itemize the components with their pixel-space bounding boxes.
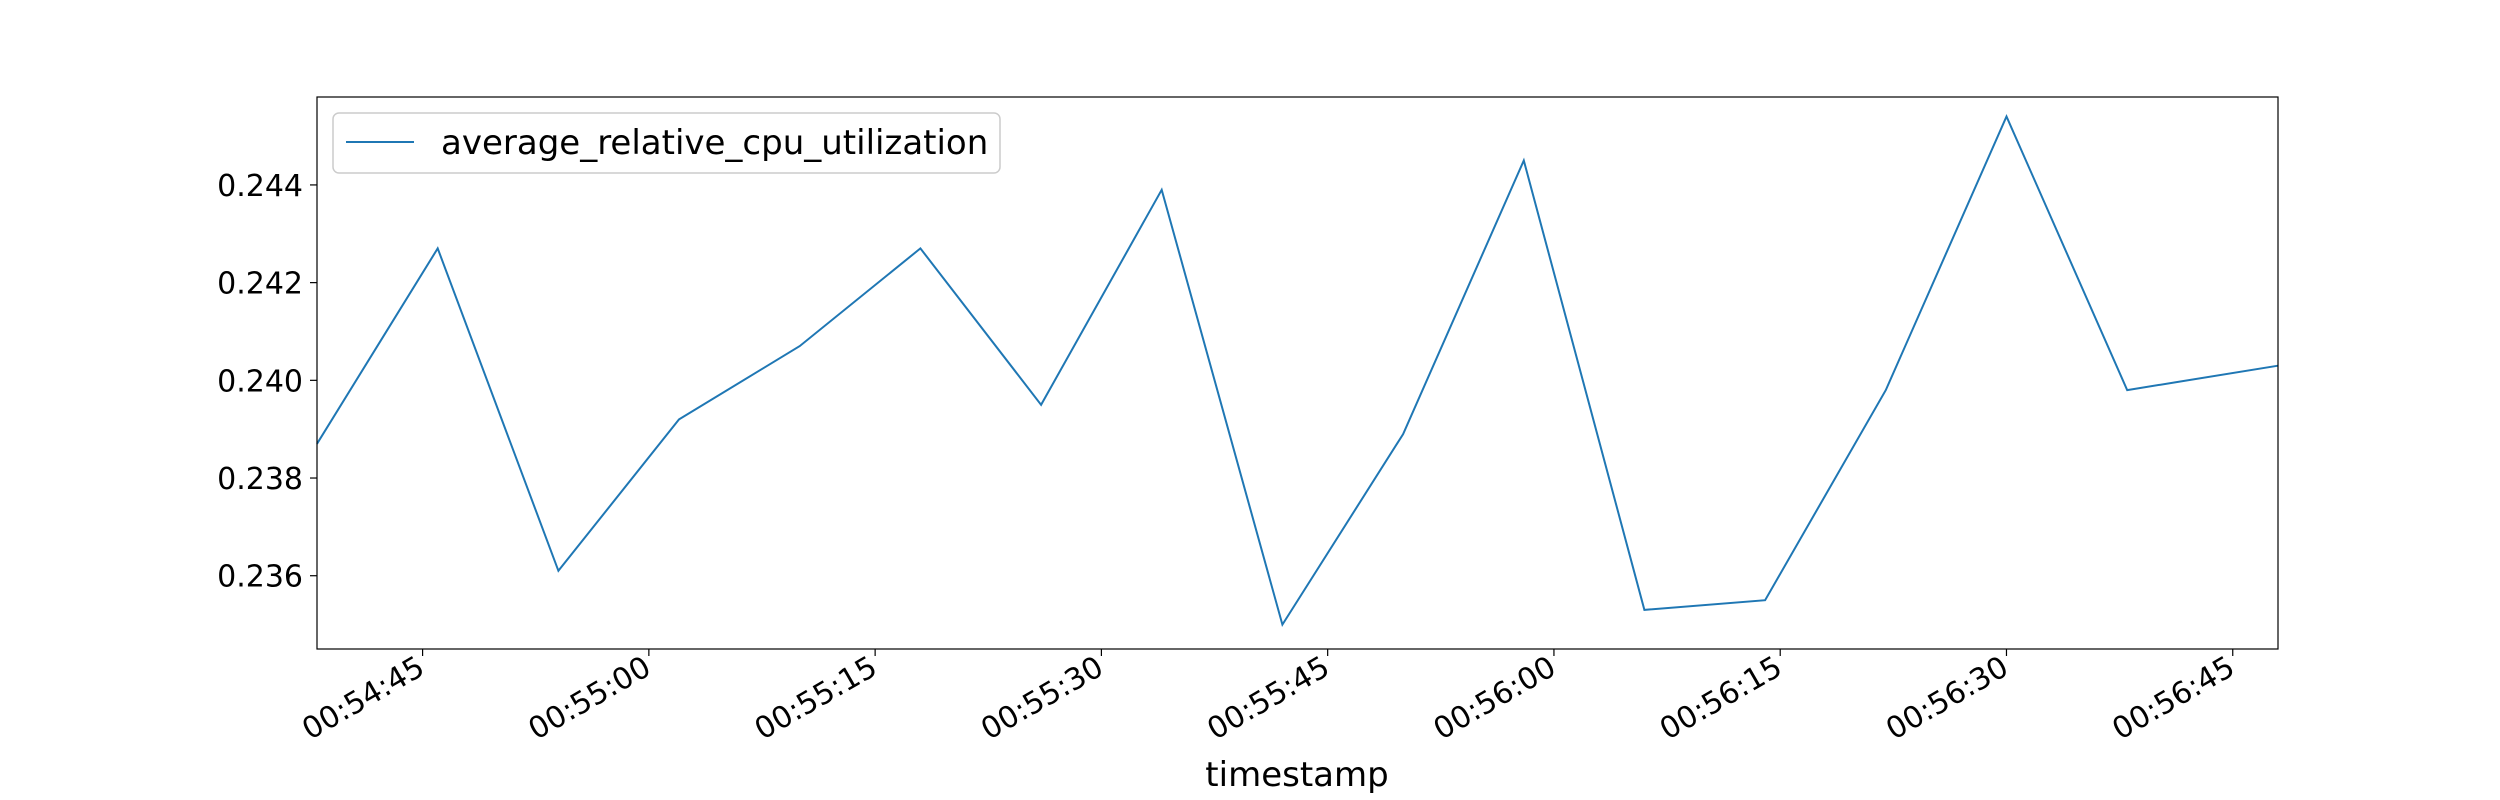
data-point: [437, 247, 439, 249]
plot-area: [316, 96, 2279, 650]
x-tick-label: 00:55:15: [749, 650, 883, 748]
data-point: [1885, 389, 1887, 391]
x-tick-label: 00:55:45: [1201, 650, 1335, 748]
y-tick-label: 0.238: [217, 462, 303, 497]
series-line: [316, 114, 2279, 628]
x-tick-label: 00:56:30: [1880, 650, 2014, 748]
x-tick-label: 00:56:15: [1654, 650, 1788, 748]
x-tick-label: 00:54:45: [296, 650, 430, 748]
data-point: [2126, 389, 2128, 391]
data-point: [1643, 609, 1645, 611]
data-point: [1161, 189, 1163, 191]
y-tick-label: 0.244: [217, 169, 303, 204]
legend-entry-label: average_relative_cpu_utilization: [441, 123, 988, 163]
data-point: [557, 570, 559, 572]
x-tick-label: 00:56:45: [2107, 650, 2241, 748]
x-tick-label: 00:55:30: [975, 650, 1109, 748]
x-axis-label: timestamp: [1205, 755, 1388, 795]
y-tick-label: 0.240: [217, 364, 303, 399]
data-point: [1281, 624, 1283, 626]
data-point: [2005, 116, 2007, 118]
data-point: [799, 345, 801, 347]
data-point: [1402, 433, 1404, 435]
data-point: [1040, 404, 1042, 406]
legend-box: [332, 112, 1001, 174]
data-point: [1523, 160, 1525, 162]
x-tick-label: 00:55:00: [523, 650, 657, 748]
y-tick-label: 0.242: [217, 267, 303, 302]
data-point: [1764, 599, 1766, 601]
data-point: [678, 418, 680, 420]
x-tick-label: 00:56:00: [1428, 650, 1562, 748]
y-tick-label: 0.236: [217, 560, 303, 595]
data-point: [919, 247, 921, 249]
legend: average_relative_cpu_utilization: [332, 112, 1001, 174]
